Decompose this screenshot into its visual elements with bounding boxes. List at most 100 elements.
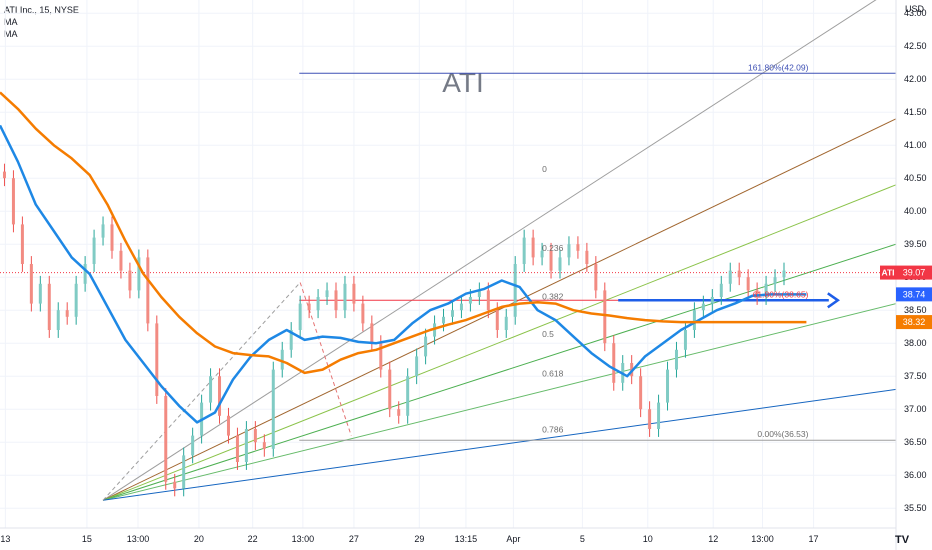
candle-body: [65, 310, 69, 317]
arrow-head: [827, 292, 840, 309]
candle-body: [692, 310, 696, 330]
candle-body: [325, 290, 329, 297]
candle-body: [262, 442, 266, 449]
legend-ma-fast[interactable]: MA: [4, 17, 18, 27]
candle-body: [74, 283, 78, 317]
candle-body: [128, 270, 132, 291]
candle-body: [2, 171, 6, 179]
candle-body: [764, 283, 768, 297]
candle-body: [11, 178, 15, 225]
y-tick-label: 38.50: [904, 305, 927, 315]
fan-dashed-down: [299, 282, 352, 436]
price-tag-symbol-bg: [880, 265, 896, 280]
candle-body: [29, 264, 33, 304]
candle-body: [182, 455, 186, 489]
candle-body: [253, 429, 257, 443]
x-tick-label: 5: [580, 534, 585, 544]
candle-body: [361, 303, 365, 324]
candle-body: [782, 270, 786, 278]
candle-body: [244, 429, 248, 462]
fan-line-2: [102, 184, 897, 501]
candle-body: [442, 316, 446, 324]
candle-body: [92, 237, 96, 264]
candle-body: [191, 435, 195, 456]
candle-body: [316, 297, 320, 311]
x-tick-label: 13:15: [455, 534, 478, 544]
candle-body: [173, 481, 177, 489]
candle-body: [388, 369, 392, 410]
candle-body: [235, 435, 239, 462]
fan-line-5: [102, 388, 897, 501]
fan-line-0: [102, 0, 877, 501]
candle-body: [397, 409, 401, 416]
candle-body: [603, 290, 607, 344]
candle-body: [773, 277, 777, 284]
candle-body: [459, 303, 463, 311]
annotation-label: 0.236: [542, 243, 564, 253]
fan-line-4: [102, 303, 897, 501]
ma-line-1: [0, 91, 807, 375]
candle-body: [468, 297, 472, 304]
x-tick-label: 22: [248, 534, 258, 544]
candle-body: [746, 277, 750, 291]
candle-body: [47, 283, 51, 330]
y-tick-label: 42.00: [904, 74, 927, 84]
fib-levels: [0, 72, 896, 441]
candle-body: [567, 244, 571, 258]
price-label-ma-slow: 38.32: [903, 317, 926, 327]
legend-symbol[interactable]: ATI Inc., 15, NYSE: [4, 5, 79, 15]
candle-body: [271, 369, 275, 449]
candle-body: [639, 376, 643, 410]
candle-body: [477, 290, 481, 297]
x-axis: 13 15 13:00 20 22 13:00 27 29 13:15 Apr 5 10 12 13:00…: [0, 527, 896, 544]
candle-body: [119, 250, 123, 271]
candle-body: [433, 323, 437, 337]
chart-watermark: ATI: [442, 67, 483, 98]
ma-line-0: [0, 124, 807, 424]
candles: [2, 163, 786, 497]
candle-body: [594, 264, 598, 291]
candle-body: [701, 303, 705, 311]
candle-body: [101, 224, 105, 238]
candle-body: [307, 303, 311, 311]
candle-body: [406, 376, 410, 416]
candle-body: [549, 250, 553, 271]
candle-body: [504, 316, 508, 330]
x-tick-label: 13:00: [751, 534, 774, 544]
gann-fan-lines: [102, 0, 897, 501]
candle-body: [450, 310, 454, 317]
candle-body: [522, 237, 526, 264]
legend-ma-slow[interactable]: MA: [4, 29, 18, 39]
y-tick-label: 39.50: [904, 239, 927, 249]
y-tick-label: 43.00: [904, 8, 927, 18]
x-tick-label: 13: [0, 534, 10, 544]
y-tick-label: 38.00: [904, 338, 927, 348]
candle-body: [513, 264, 517, 317]
price-label-ma-fast: 38.74: [903, 289, 926, 299]
x-tick-label: 13:00: [292, 534, 315, 544]
y-tick-label: 36.00: [904, 470, 927, 480]
candle-body: [352, 283, 356, 304]
annotation-label: 0.382: [542, 291, 564, 301]
annotation-label: 0.00%(36.53): [757, 429, 808, 439]
y-tick-label: 41.00: [904, 140, 927, 150]
y-tick-label: 36.50: [904, 437, 927, 447]
candle-body: [343, 283, 347, 311]
y-tick-label: 41.50: [904, 107, 927, 117]
candle-body: [280, 349, 284, 370]
candle-body: [683, 330, 687, 350]
candle-body: [424, 336, 428, 357]
price-tag-symbol: ATI: [881, 268, 894, 278]
annotation-label: 0.618: [542, 369, 564, 379]
candle-body: [737, 270, 741, 278]
price-label-ma-fast-bg: [896, 287, 932, 302]
annotation-label: 61.80%(38.65): [753, 289, 809, 299]
y-tick-label: 40.00: [904, 206, 927, 216]
price-label-ma-slow-bg: [896, 315, 932, 330]
candle-body: [137, 257, 141, 291]
candle-body: [83, 264, 87, 284]
candle-body: [334, 290, 338, 311]
candle-body: [674, 349, 678, 370]
candle-body: [540, 250, 544, 258]
